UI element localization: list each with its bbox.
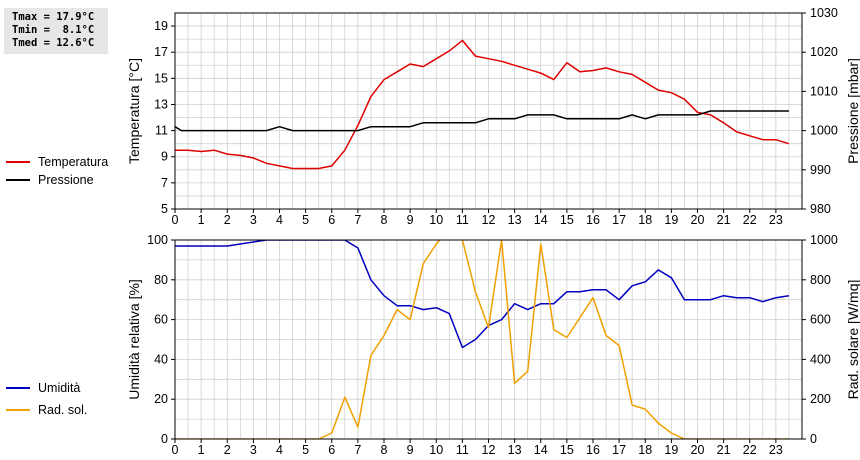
hum-rad-x-tick-label: 11 [456,443,469,457]
temp-press-x-tick-label: 11 [456,213,469,227]
hum-rad-x-tick-label: 5 [302,443,309,457]
temp-press-y-tick-label-left: 13 [154,97,168,111]
hum-rad-ylabel-right: Rad. solare [W/mq] [845,280,860,400]
hum-rad-x-tick-label: 0 [172,443,179,457]
temp-press-y-tick-label-right: 1000 [810,124,838,138]
hum-rad-y-tick-label-left: 80 [154,273,168,287]
tmin-stat: Tmin = 8.1°C [12,24,95,36]
hum-rad-x-tick-label: 1 [198,443,205,457]
temp-press-x-tick-label: 13 [508,213,522,227]
hum-rad-x-tick-label: 18 [638,443,652,457]
hum-rad-x-tick-label: 12 [482,443,496,457]
temp-press-y-tick-label-left: 7 [161,176,168,190]
hum-rad-x-tick-label: 16 [586,443,600,457]
hum-rad-x-tick-label: 3 [250,443,257,457]
temp-press-y-tick-label-left: 9 [161,150,168,164]
series-line-umidit [175,240,790,349]
temp-press-x-tick-label: 12 [482,213,496,227]
legend-label-rad-sol: Rad. sol. [38,403,87,417]
temp-press-y-tick-label-left: 19 [154,19,168,33]
hum-rad-x-tick-label: 6 [328,443,335,457]
temp-press-x-tick-label: 15 [560,213,574,227]
hum-rad-x-tick-label: 14 [534,443,548,457]
hum-rad-x-tick-label: 19 [664,443,678,457]
hum-rad-y-tick-label-right: 0 [810,432,817,446]
temp-press-x-tick-label: 5 [302,213,309,227]
hum-rad-y-tick-label-left: 100 [147,233,168,247]
temp-press-plot-frame [174,12,803,210]
temp-press-x-tick-label: 2 [224,213,231,227]
hum-rad-y-tick-label-left: 0 [161,432,168,446]
series-line-temperatura [175,39,790,170]
hum-rad-y-tick-label-right: 800 [810,273,831,287]
temp-press-ylabel-right: Pressione [mbar] [845,58,860,164]
legend-label-umidit: Umidità [38,381,80,395]
hum-rad-x-tick-label: 20 [691,443,705,457]
series-line-rad-sol [175,240,789,439]
temp-press-x-tick-label: 4 [276,213,283,227]
temp-press-x-tick-label: 7 [354,213,361,227]
temp-press-y-tick-label-left: 11 [155,124,168,138]
tmax-stat: Tmax = 17.9°C [12,11,95,23]
hum-rad-plot-frame [174,239,803,440]
stats-box: Tmax = 17.9°C Tmin = 8.1°C Tmed = 12.6°C [4,8,108,54]
hum-rad-x-tick-label: 17 [612,443,626,457]
hum-rad-x-tick-label: 8 [381,443,388,457]
temp-press-x-tick-label: 22 [743,213,757,227]
temp-press-y-tick-label-right: 990 [810,163,831,177]
temp-press-x-tick-label: 16 [586,213,600,227]
hum-rad-y-tick-label-right: 200 [810,392,831,406]
temp-press-x-tick-label: 8 [381,213,388,227]
hum-rad-y-tick-label-left: 60 [154,313,168,327]
temp-press-y-tick-label-right: 1030 [810,6,838,20]
hum-rad-x-tick-label: 13 [508,443,522,457]
hum-rad-y-tick-label-right: 600 [810,313,831,327]
temp-press-y-tick-label-right: 1010 [810,84,838,98]
temp-press-x-tick-label: 1 [198,213,205,227]
temp-press-x-tick-label: 10 [429,213,443,227]
temp-press-x-tick-label: 3 [250,213,257,227]
legend-label-temperatura: Temperatura [38,155,108,169]
temp-press-y-tick-label-right: 1020 [810,45,838,59]
temp-press-x-tick-label: 21 [717,213,731,227]
hum-rad-x-tick-label: 9 [407,443,414,457]
hum-rad-x-tick-label: 4 [276,443,283,457]
temp-press-x-tick-label: 18 [638,213,652,227]
temp-press-x-tick-label: 6 [328,213,335,227]
hum-rad-y-tick-label-left: 40 [154,352,168,366]
legend-label-pressione: Pressione [38,173,94,187]
temp-press-x-tick-label: 14 [534,213,548,227]
temp-press-x-tick-label: 23 [769,213,783,227]
temp-press-x-tick-label: 0 [172,213,179,227]
temp-press-x-tick-label: 19 [664,213,678,227]
hum-rad-y-tick-label-right: 1000 [810,233,838,247]
hum-rad-ylabel-left: Umidità relativa [%] [126,279,142,400]
hum-rad-x-tick-label: 7 [354,443,361,457]
hum-rad-x-tick-label: 23 [769,443,783,457]
temp-press-y-tick-label-left: 15 [154,71,168,85]
temp-press-x-tick-label: 17 [612,213,626,227]
hum-rad-x-tick-label: 22 [743,443,757,457]
hum-rad-y-tick-label-left: 20 [154,392,168,406]
temp-press-x-tick-label: 9 [407,213,414,227]
hum-rad-x-tick-label: 21 [717,443,731,457]
temp-press-y-tick-label-left: 5 [161,202,168,216]
hum-rad-x-tick-label: 10 [429,443,443,457]
temp-press-y-tick-label-left: 17 [154,45,168,59]
hum-rad-y-tick-label-right: 400 [810,352,831,366]
temp-press-ylabel-left: Temperatura [°C] [126,58,142,164]
series-line-pressione [175,110,789,132]
hum-rad-x-tick-label: 2 [224,443,231,457]
tmed-stat: Tmed = 12.6°C [12,37,95,49]
hum-rad-x-tick-label: 15 [560,443,574,457]
temp-press-y-tick-label-right: 980 [810,202,831,216]
temp-press-x-tick-label: 20 [691,213,705,227]
